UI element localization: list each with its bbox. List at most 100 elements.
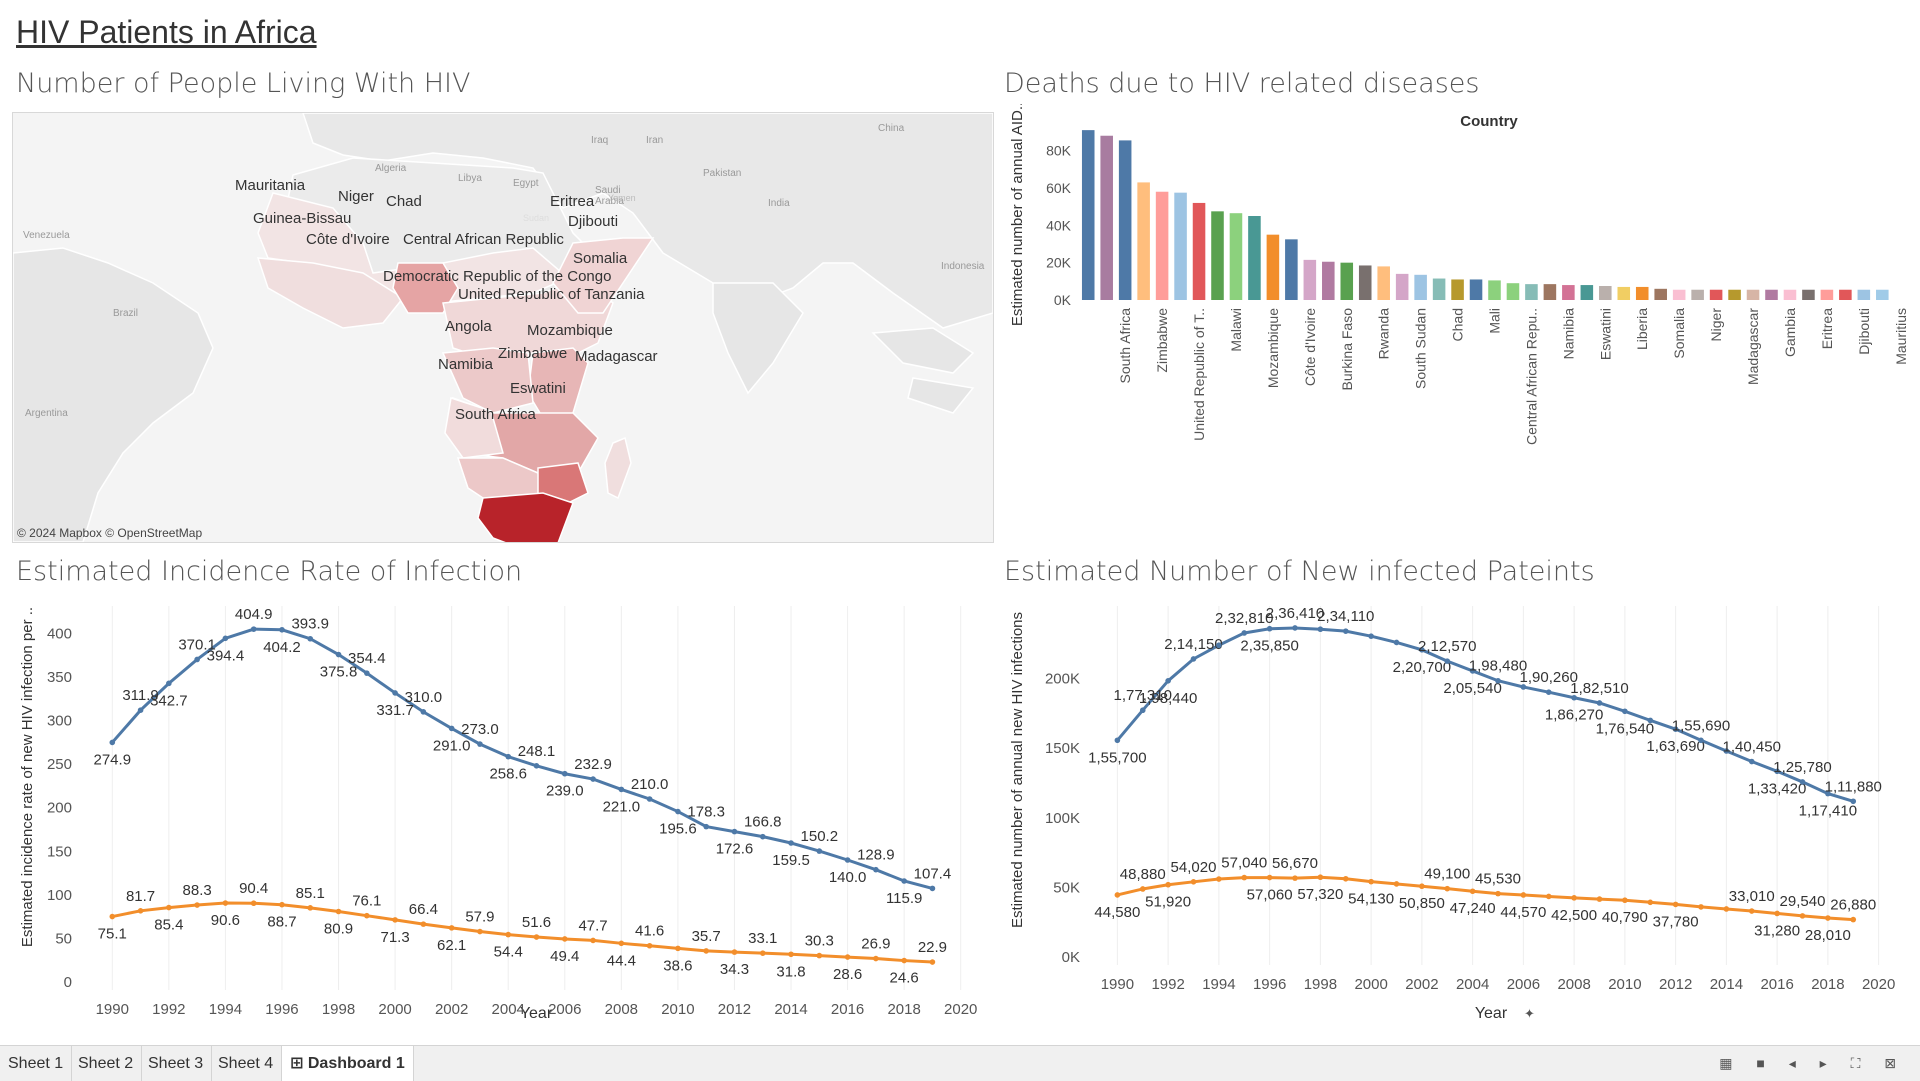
data-point[interactable] bbox=[816, 848, 823, 854]
data-point[interactable] bbox=[1596, 700, 1603, 706]
data-point[interactable] bbox=[759, 950, 766, 956]
data-point[interactable] bbox=[1292, 625, 1298, 631]
data-point[interactable] bbox=[1241, 874, 1248, 881]
data-point[interactable] bbox=[1190, 879, 1197, 885]
data-point[interactable] bbox=[1495, 677, 1501, 684]
data-point[interactable] bbox=[759, 833, 766, 840]
deaths-bar[interactable] bbox=[1580, 285, 1594, 300]
data-point[interactable] bbox=[618, 940, 625, 947]
deaths-bar[interactable] bbox=[1543, 284, 1557, 300]
data-point[interactable] bbox=[1114, 737, 1121, 744]
data-point[interactable] bbox=[335, 908, 342, 915]
data-point[interactable] bbox=[1647, 899, 1654, 906]
pin-icon[interactable]: ✦ bbox=[1524, 1006, 1535, 1021]
data-point[interactable] bbox=[844, 954, 851, 960]
data-point[interactable] bbox=[1469, 888, 1476, 895]
tab-sheet-4[interactable]: Sheet 4 bbox=[210, 1046, 283, 1081]
deaths-bar[interactable] bbox=[1174, 192, 1187, 300]
data-point[interactable] bbox=[703, 948, 709, 954]
data-point[interactable] bbox=[1165, 881, 1171, 888]
deaths-bar[interactable] bbox=[1118, 140, 1132, 300]
data-point[interactable] bbox=[392, 917, 398, 923]
deaths-bar[interactable] bbox=[1322, 261, 1335, 300]
deaths-bar[interactable] bbox=[1303, 259, 1317, 300]
deaths-bar[interactable] bbox=[1155, 191, 1169, 300]
deaths-bar[interactable] bbox=[1746, 289, 1760, 300]
data-point[interactable] bbox=[1799, 779, 1806, 785]
data-point[interactable] bbox=[109, 739, 116, 746]
data-point[interactable] bbox=[1292, 875, 1298, 881]
hiv-map[interactable]: Mauritania Niger Chad Eritrea Djibouti G… bbox=[12, 112, 994, 543]
deaths-bar[interactable] bbox=[1802, 289, 1815, 300]
data-point[interactable] bbox=[929, 959, 936, 965]
deaths-bar[interactable] bbox=[1211, 211, 1224, 300]
data-point[interactable] bbox=[477, 928, 483, 935]
deaths-bar[interactable] bbox=[1469, 279, 1483, 300]
deaths-bar[interactable] bbox=[1488, 280, 1501, 300]
data-point[interactable] bbox=[307, 905, 314, 911]
deaths-bar[interactable] bbox=[1340, 262, 1354, 300]
new-infections-line-chart[interactable]: Estimated number of annual new HIV infec… bbox=[1004, 600, 1920, 1030]
data-point[interactable] bbox=[477, 741, 483, 747]
deaths-bar[interactable] bbox=[1451, 279, 1464, 300]
data-point[interactable] bbox=[816, 952, 823, 959]
data-point[interactable] bbox=[1216, 642, 1222, 649]
data-point[interactable] bbox=[675, 945, 681, 952]
data-point[interactable] bbox=[533, 762, 540, 769]
data-point[interactable] bbox=[1266, 625, 1273, 632]
data-point[interactable] bbox=[1622, 708, 1628, 715]
data-point[interactable] bbox=[731, 828, 738, 835]
deaths-bar[interactable] bbox=[1783, 289, 1797, 300]
data-point[interactable] bbox=[844, 857, 851, 863]
data-point[interactable] bbox=[1190, 656, 1197, 662]
data-point[interactable] bbox=[873, 866, 879, 873]
data-point[interactable] bbox=[1469, 668, 1476, 674]
data-point[interactable] bbox=[1444, 658, 1451, 664]
data-point[interactable] bbox=[731, 949, 738, 955]
data-point[interactable] bbox=[1622, 897, 1628, 904]
deaths-bar[interactable] bbox=[1562, 285, 1575, 300]
data-point[interactable] bbox=[1165, 678, 1171, 684]
data-point[interactable] bbox=[109, 913, 116, 920]
data-point[interactable] bbox=[929, 885, 936, 892]
data-point[interactable] bbox=[1698, 904, 1704, 910]
tab-sheet-1[interactable]: Sheet 1 bbox=[0, 1046, 73, 1081]
data-point[interactable] bbox=[335, 651, 342, 658]
deaths-bar[interactable] bbox=[1395, 273, 1409, 300]
data-point[interactable] bbox=[1241, 630, 1248, 636]
data-point[interactable] bbox=[590, 776, 596, 782]
deaths-bar[interactable] bbox=[1192, 202, 1206, 300]
data-point[interactable] bbox=[1520, 684, 1527, 690]
deaths-bar[interactable] bbox=[1839, 289, 1852, 300]
deaths-bar[interactable] bbox=[1137, 182, 1150, 300]
deaths-bar[interactable] bbox=[1857, 289, 1871, 300]
data-point[interactable] bbox=[166, 680, 172, 687]
data-point[interactable] bbox=[1850, 798, 1857, 805]
data-point[interactable] bbox=[1647, 717, 1654, 724]
data-point[interactable] bbox=[1571, 895, 1577, 901]
data-point[interactable] bbox=[590, 937, 596, 944]
data-point[interactable] bbox=[618, 786, 625, 793]
data-point[interactable] bbox=[1139, 707, 1146, 714]
data-point[interactable] bbox=[1444, 885, 1451, 892]
data-point[interactable] bbox=[1520, 892, 1527, 898]
data-point[interactable] bbox=[873, 955, 879, 962]
map-canvas[interactable] bbox=[13, 113, 993, 542]
data-point[interactable] bbox=[505, 931, 512, 938]
map-attribution[interactable]: © 2024 Mapbox © OpenStreetMap bbox=[17, 526, 203, 540]
deaths-bar[interactable] bbox=[1100, 135, 1113, 300]
data-point[interactable] bbox=[1495, 890, 1501, 897]
tab-sheet-3[interactable]: Sheet 3 bbox=[140, 1046, 213, 1081]
data-point[interactable] bbox=[1545, 689, 1552, 695]
data-point[interactable] bbox=[222, 635, 229, 642]
data-point[interactable] bbox=[1723, 748, 1730, 754]
tab-sheet-2[interactable]: Sheet 2 bbox=[70, 1046, 143, 1081]
data-point[interactable] bbox=[1571, 694, 1577, 701]
data-point[interactable] bbox=[1672, 726, 1679, 732]
data-point[interactable] bbox=[1774, 910, 1780, 917]
deaths-bar[interactable] bbox=[1617, 286, 1631, 300]
series-line-1[interactable] bbox=[1117, 875, 1854, 922]
data-point[interactable] bbox=[137, 908, 144, 914]
series-line-0[interactable] bbox=[111, 627, 933, 890]
deaths-bar[interactable] bbox=[1248, 216, 1261, 300]
